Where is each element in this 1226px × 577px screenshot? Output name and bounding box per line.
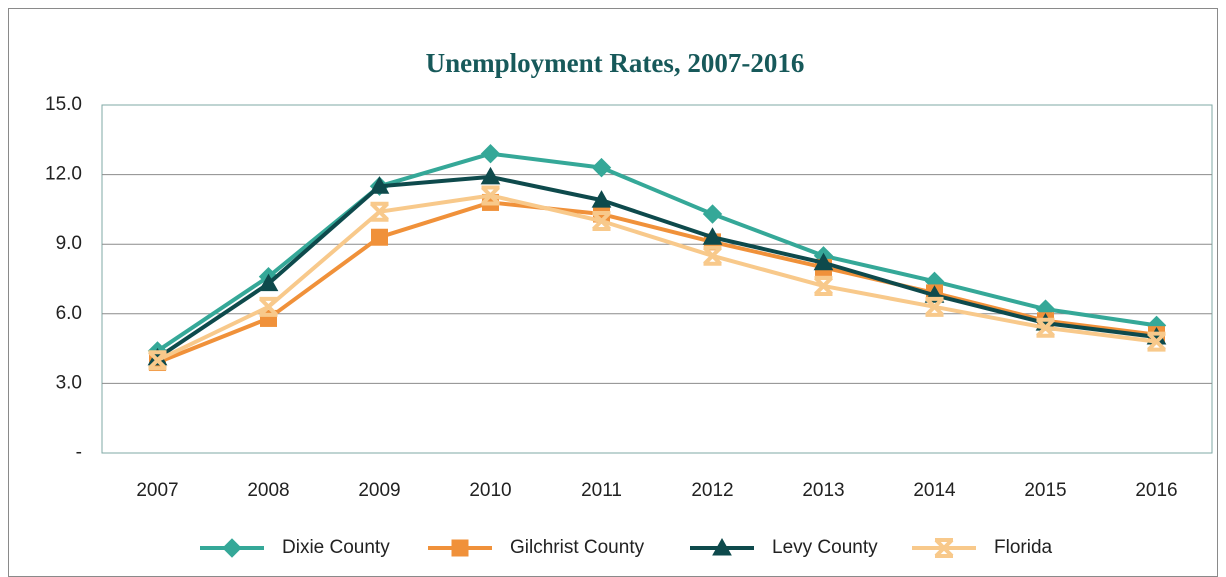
y-tick-label: 6.0 [56, 303, 82, 324]
x-tick-label: 2016 [1135, 480, 1177, 501]
marker [591, 157, 612, 178]
marker [1036, 317, 1055, 338]
marker [592, 211, 611, 231]
plot-area [101, 104, 1213, 454]
legend-marker [934, 538, 954, 558]
x-tick-label: 2014 [913, 480, 956, 501]
marker [258, 273, 279, 292]
marker [370, 201, 389, 222]
legend-marker [712, 537, 732, 556]
series-line [156, 193, 1157, 363]
series-line [156, 174, 1157, 360]
legend-label: Levy County [772, 537, 878, 558]
marker [813, 252, 834, 271]
series-line [156, 151, 1157, 353]
marker [371, 228, 388, 246]
x-tick-label: 2012 [691, 480, 733, 501]
chart-title: Unemployment Rates, 2007-2016 [426, 48, 805, 78]
y-tick-label: 12.0 [45, 164, 82, 185]
y-tick-label: 15.0 [45, 94, 82, 115]
marker [703, 245, 722, 266]
marker [480, 144, 501, 164]
legend-marker [222, 538, 242, 558]
legend-label: Dixie County [282, 537, 390, 558]
x-tick-label: 2010 [469, 480, 511, 501]
marker [591, 190, 612, 208]
x-tick-label: 2013 [802, 480, 844, 501]
legend-label: Florida [994, 537, 1053, 558]
x-tick-label: 2009 [358, 480, 400, 501]
y-tick-label: 3.0 [56, 372, 82, 393]
marker [925, 296, 944, 317]
x-tick-label: 2015 [1024, 480, 1066, 501]
y-tick-label: - [76, 442, 82, 463]
legend-label: Gilchrist County [510, 537, 645, 558]
marker [480, 166, 501, 185]
marker [702, 227, 723, 245]
x-tick-label: 2007 [136, 480, 178, 501]
marker [1147, 331, 1166, 352]
x-tick-label: 2008 [247, 480, 289, 501]
series-line [156, 200, 1157, 365]
x-tick-label: 2011 [581, 480, 622, 501]
marker [481, 185, 500, 206]
marker [369, 176, 390, 194]
marker [702, 204, 723, 224]
marker [814, 275, 833, 296]
y-tick-label: 9.0 [56, 233, 82, 254]
chart-frame [8, 8, 1218, 577]
marker [259, 296, 278, 317]
legend-marker [451, 539, 469, 557]
marker [148, 350, 167, 371]
